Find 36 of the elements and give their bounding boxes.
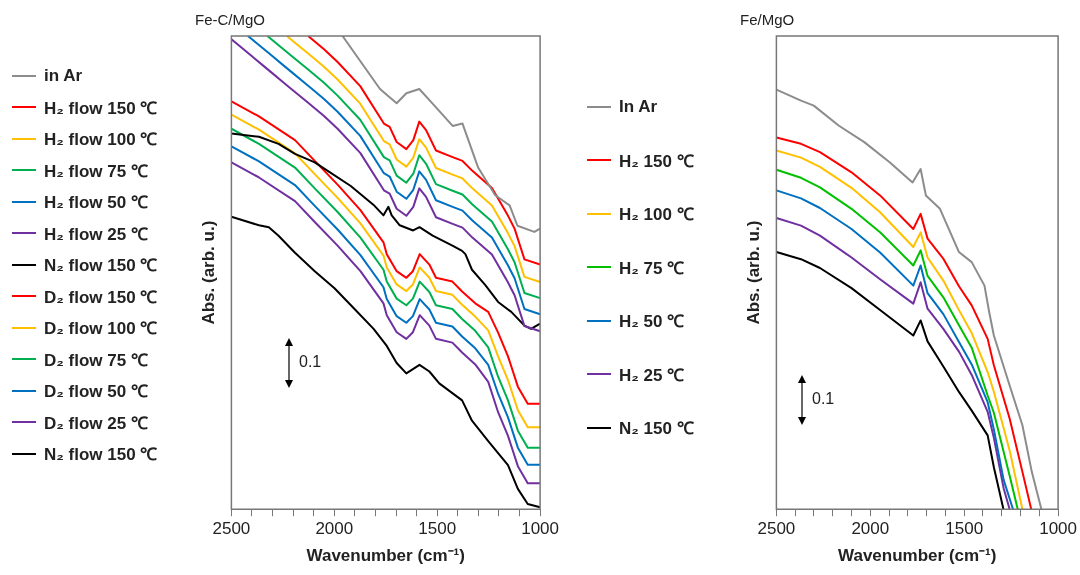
legend-label: D₂ flow 100 ℃ — [44, 318, 158, 340]
legend-label: H₂ flow 75 ℃ — [44, 160, 148, 182]
legend-label: H₂ flow 150 ℃ — [44, 97, 158, 119]
x-tick-label: 1000 — [1039, 519, 1077, 539]
legend-label: H₂ 25 ℃ — [619, 364, 685, 386]
legend-label: D₂ flow 75 ℃ — [44, 349, 148, 371]
legend-label: D₂ flow 50 ℃ — [44, 381, 148, 403]
legend-label: H₂ flow 50 ℃ — [44, 192, 148, 214]
legend-label: H₂ 75 ℃ — [619, 257, 685, 279]
legend-label: N₂ 150 ℃ — [619, 418, 694, 440]
chart-title: Fe/MgO — [740, 11, 795, 29]
legend-label: In Ar — [619, 96, 658, 117]
x-tick-label: 2000 — [851, 519, 890, 539]
x-tick-label: 2500 — [212, 519, 251, 539]
legend-label: D₂ flow 150 ℃ — [44, 286, 158, 308]
x-axis-title: Wavenumber (cm⁻¹) — [838, 546, 997, 566]
x-tick-label: 1500 — [945, 519, 984, 539]
legend-label: H₂ 50 ℃ — [619, 311, 685, 333]
legend-label: in Ar — [44, 65, 83, 86]
x-tick-label: 1500 — [418, 519, 457, 539]
legend-label: H₂ flow 100 ℃ — [44, 129, 158, 151]
chart-title: Fe-C/MgO — [195, 11, 266, 29]
legend-label: N₂ flow 150 ℃ — [44, 444, 158, 466]
x-axis-title: Wavenumber (cm⁻¹) — [306, 546, 465, 566]
legend-label: H₂ 150 ℃ — [619, 150, 694, 172]
legend-label: N₂ flow 150 ℃ — [44, 255, 158, 277]
y-axis-title: Abs. (arb. u.) — [743, 220, 763, 325]
x-tick-label: 2500 — [757, 519, 796, 539]
legend-label: H₂ flow 25 ℃ — [44, 223, 148, 245]
legend-label: H₂ 100 ℃ — [619, 204, 694, 226]
legend-label: D₂ flow 25 ℃ — [44, 412, 148, 434]
y-axis-title: Abs. (arb. u.) — [198, 220, 218, 325]
x-tick-label: 2000 — [315, 519, 354, 539]
annotation: 0.1 — [812, 390, 835, 408]
annotation: 0.1 — [299, 353, 322, 371]
x-tick-label: 1000 — [521, 519, 559, 539]
